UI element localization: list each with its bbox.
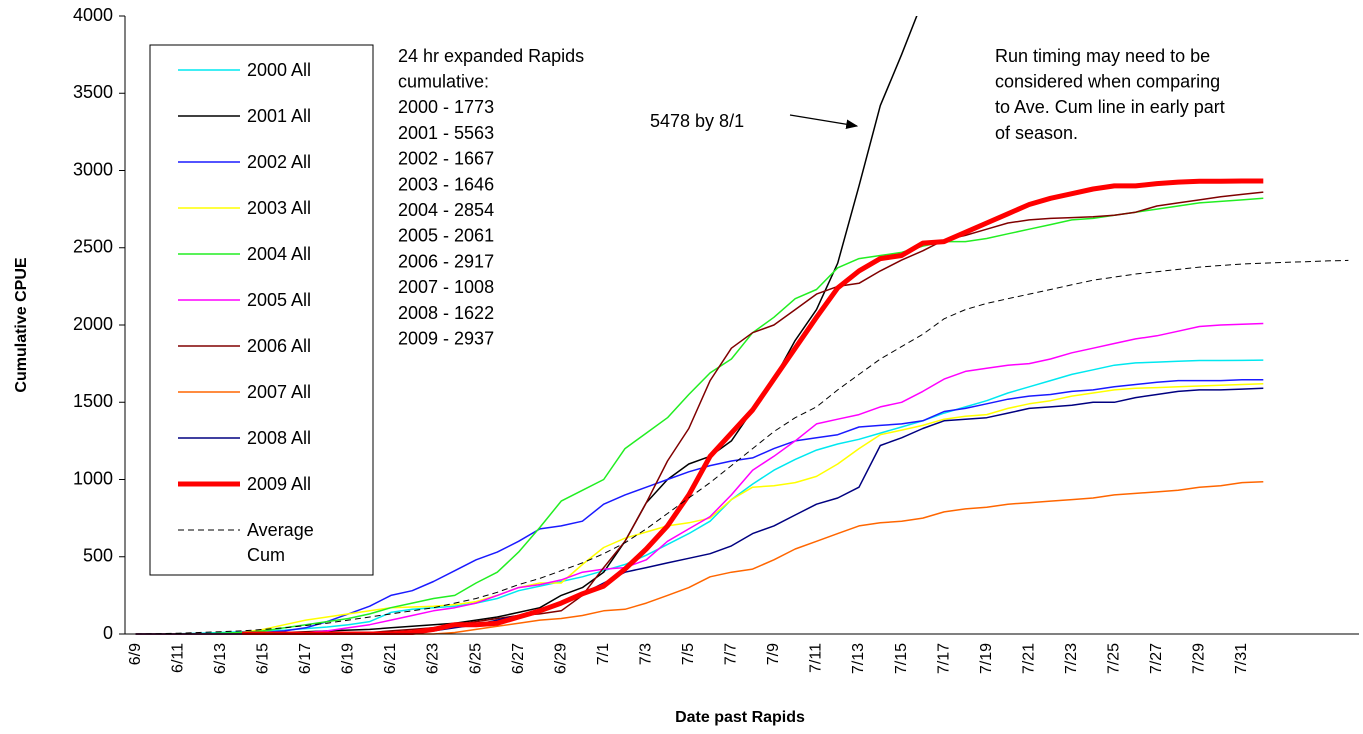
series-line bbox=[135, 322, 1264, 635]
y-tick-label: 0 bbox=[103, 623, 113, 643]
legend-label: 2006 All bbox=[247, 335, 312, 356]
x-tick-label: 7/9 bbox=[765, 643, 782, 665]
legend-label: 2003 All bbox=[247, 197, 312, 218]
arrow-note: 5478 by 8/1 bbox=[650, 111, 744, 131]
y-tick-label: 1500 bbox=[73, 391, 113, 411]
legend-label: 2002 All bbox=[247, 151, 312, 172]
rapids-note-line: 2006 - 2917 bbox=[398, 251, 494, 271]
x-tick-label: 7/17 bbox=[935, 643, 952, 674]
x-tick-label: 7/13 bbox=[850, 643, 867, 674]
x-tick-label: 7/27 bbox=[1148, 643, 1165, 674]
annotation-arrow bbox=[789, 114, 859, 129]
x-tick-label: 7/21 bbox=[1020, 643, 1037, 674]
rapids-note-line: 24 hr expanded Rapids bbox=[398, 46, 584, 66]
x-tick-label: 6/25 bbox=[467, 643, 484, 674]
x-tick-label: 7/23 bbox=[1063, 643, 1080, 674]
x-tick-label: 6/27 bbox=[510, 643, 527, 674]
x-tick-label: 6/19 bbox=[340, 643, 357, 674]
x-tick-label: 7/15 bbox=[893, 643, 910, 674]
x-tick-label: 6/11 bbox=[169, 643, 186, 673]
x-tick-label: 7/3 bbox=[637, 643, 654, 665]
rapids-note-line: 2007 - 1008 bbox=[398, 277, 494, 297]
timing-note-line: Run timing may need to be bbox=[995, 46, 1210, 66]
x-tick-label: 6/29 bbox=[552, 643, 569, 674]
series-line bbox=[135, 259, 1349, 635]
legend-label: 2001 All bbox=[247, 105, 312, 126]
x-tick-label: 6/23 bbox=[425, 643, 442, 674]
y-tick-label: 2500 bbox=[73, 237, 113, 257]
y-tick-label: 3000 bbox=[73, 159, 113, 179]
legend-label: Average Cum bbox=[247, 519, 314, 565]
legend-label: 2005 All bbox=[247, 289, 312, 310]
y-tick-label: 4000 bbox=[73, 5, 113, 25]
series-line bbox=[135, 197, 1264, 635]
x-tick-label: 7/5 bbox=[680, 643, 697, 665]
x-tick-label: 6/15 bbox=[255, 643, 272, 674]
x-tick-label: 7/25 bbox=[1106, 643, 1123, 674]
rapids-note-line: 2004 - 2854 bbox=[398, 200, 494, 220]
y-tick-label: 1000 bbox=[73, 468, 113, 488]
x-tick-label: 7/1 bbox=[595, 643, 612, 665]
x-axis-title: Date past Rapids bbox=[675, 709, 805, 726]
x-tick-label: 6/9 bbox=[127, 643, 144, 665]
x-tick-label: 6/13 bbox=[212, 643, 229, 674]
series-line bbox=[135, 382, 1264, 635]
rapids-note-line: cumulative: bbox=[398, 71, 489, 91]
x-tick-label: 6/17 bbox=[297, 643, 314, 674]
y-tick-label: 3500 bbox=[73, 82, 113, 102]
x-tick-label: 7/29 bbox=[1191, 643, 1208, 674]
rapids-note-line: 2003 - 1646 bbox=[398, 174, 494, 194]
series-line bbox=[242, 178, 1264, 635]
legend-label: 2008 All bbox=[247, 427, 312, 448]
legend-label: 2007 All bbox=[247, 381, 312, 402]
x-tick-label: 7/31 bbox=[1233, 643, 1250, 674]
legend-label: 2004 All bbox=[247, 243, 312, 264]
x-tick-label: 7/19 bbox=[978, 643, 995, 674]
rapids-note-line: 2005 - 2061 bbox=[398, 226, 494, 246]
x-tick-label: 6/21 bbox=[382, 643, 399, 674]
x-tick-label: 7/7 bbox=[723, 643, 740, 665]
rapids-note-line: 2000 - 1773 bbox=[398, 97, 494, 117]
timing-note-line: of season. bbox=[995, 123, 1078, 143]
legend-label: 2009 All bbox=[247, 473, 312, 494]
x-tick-label: 7/11 bbox=[808, 643, 825, 673]
rapids-note-line: 2002 - 1667 bbox=[398, 149, 494, 169]
rapids-note-line: 2009 - 2937 bbox=[398, 328, 494, 348]
legend-box bbox=[149, 44, 374, 576]
y-axis-title: Cumulative CPUE bbox=[13, 257, 30, 392]
legend-label: 2000 All bbox=[247, 59, 312, 80]
timing-note-line: to Ave. Cum line in early part bbox=[995, 97, 1225, 117]
timing-note-line: considered when comparing bbox=[995, 71, 1220, 91]
rapids-note-line: 2008 - 1622 bbox=[398, 303, 494, 323]
rapids-note-line: 2001 - 5563 bbox=[398, 123, 494, 143]
y-tick-label: 500 bbox=[83, 546, 113, 566]
y-tick-label: 2000 bbox=[73, 314, 113, 334]
series-line bbox=[135, 359, 1264, 635]
